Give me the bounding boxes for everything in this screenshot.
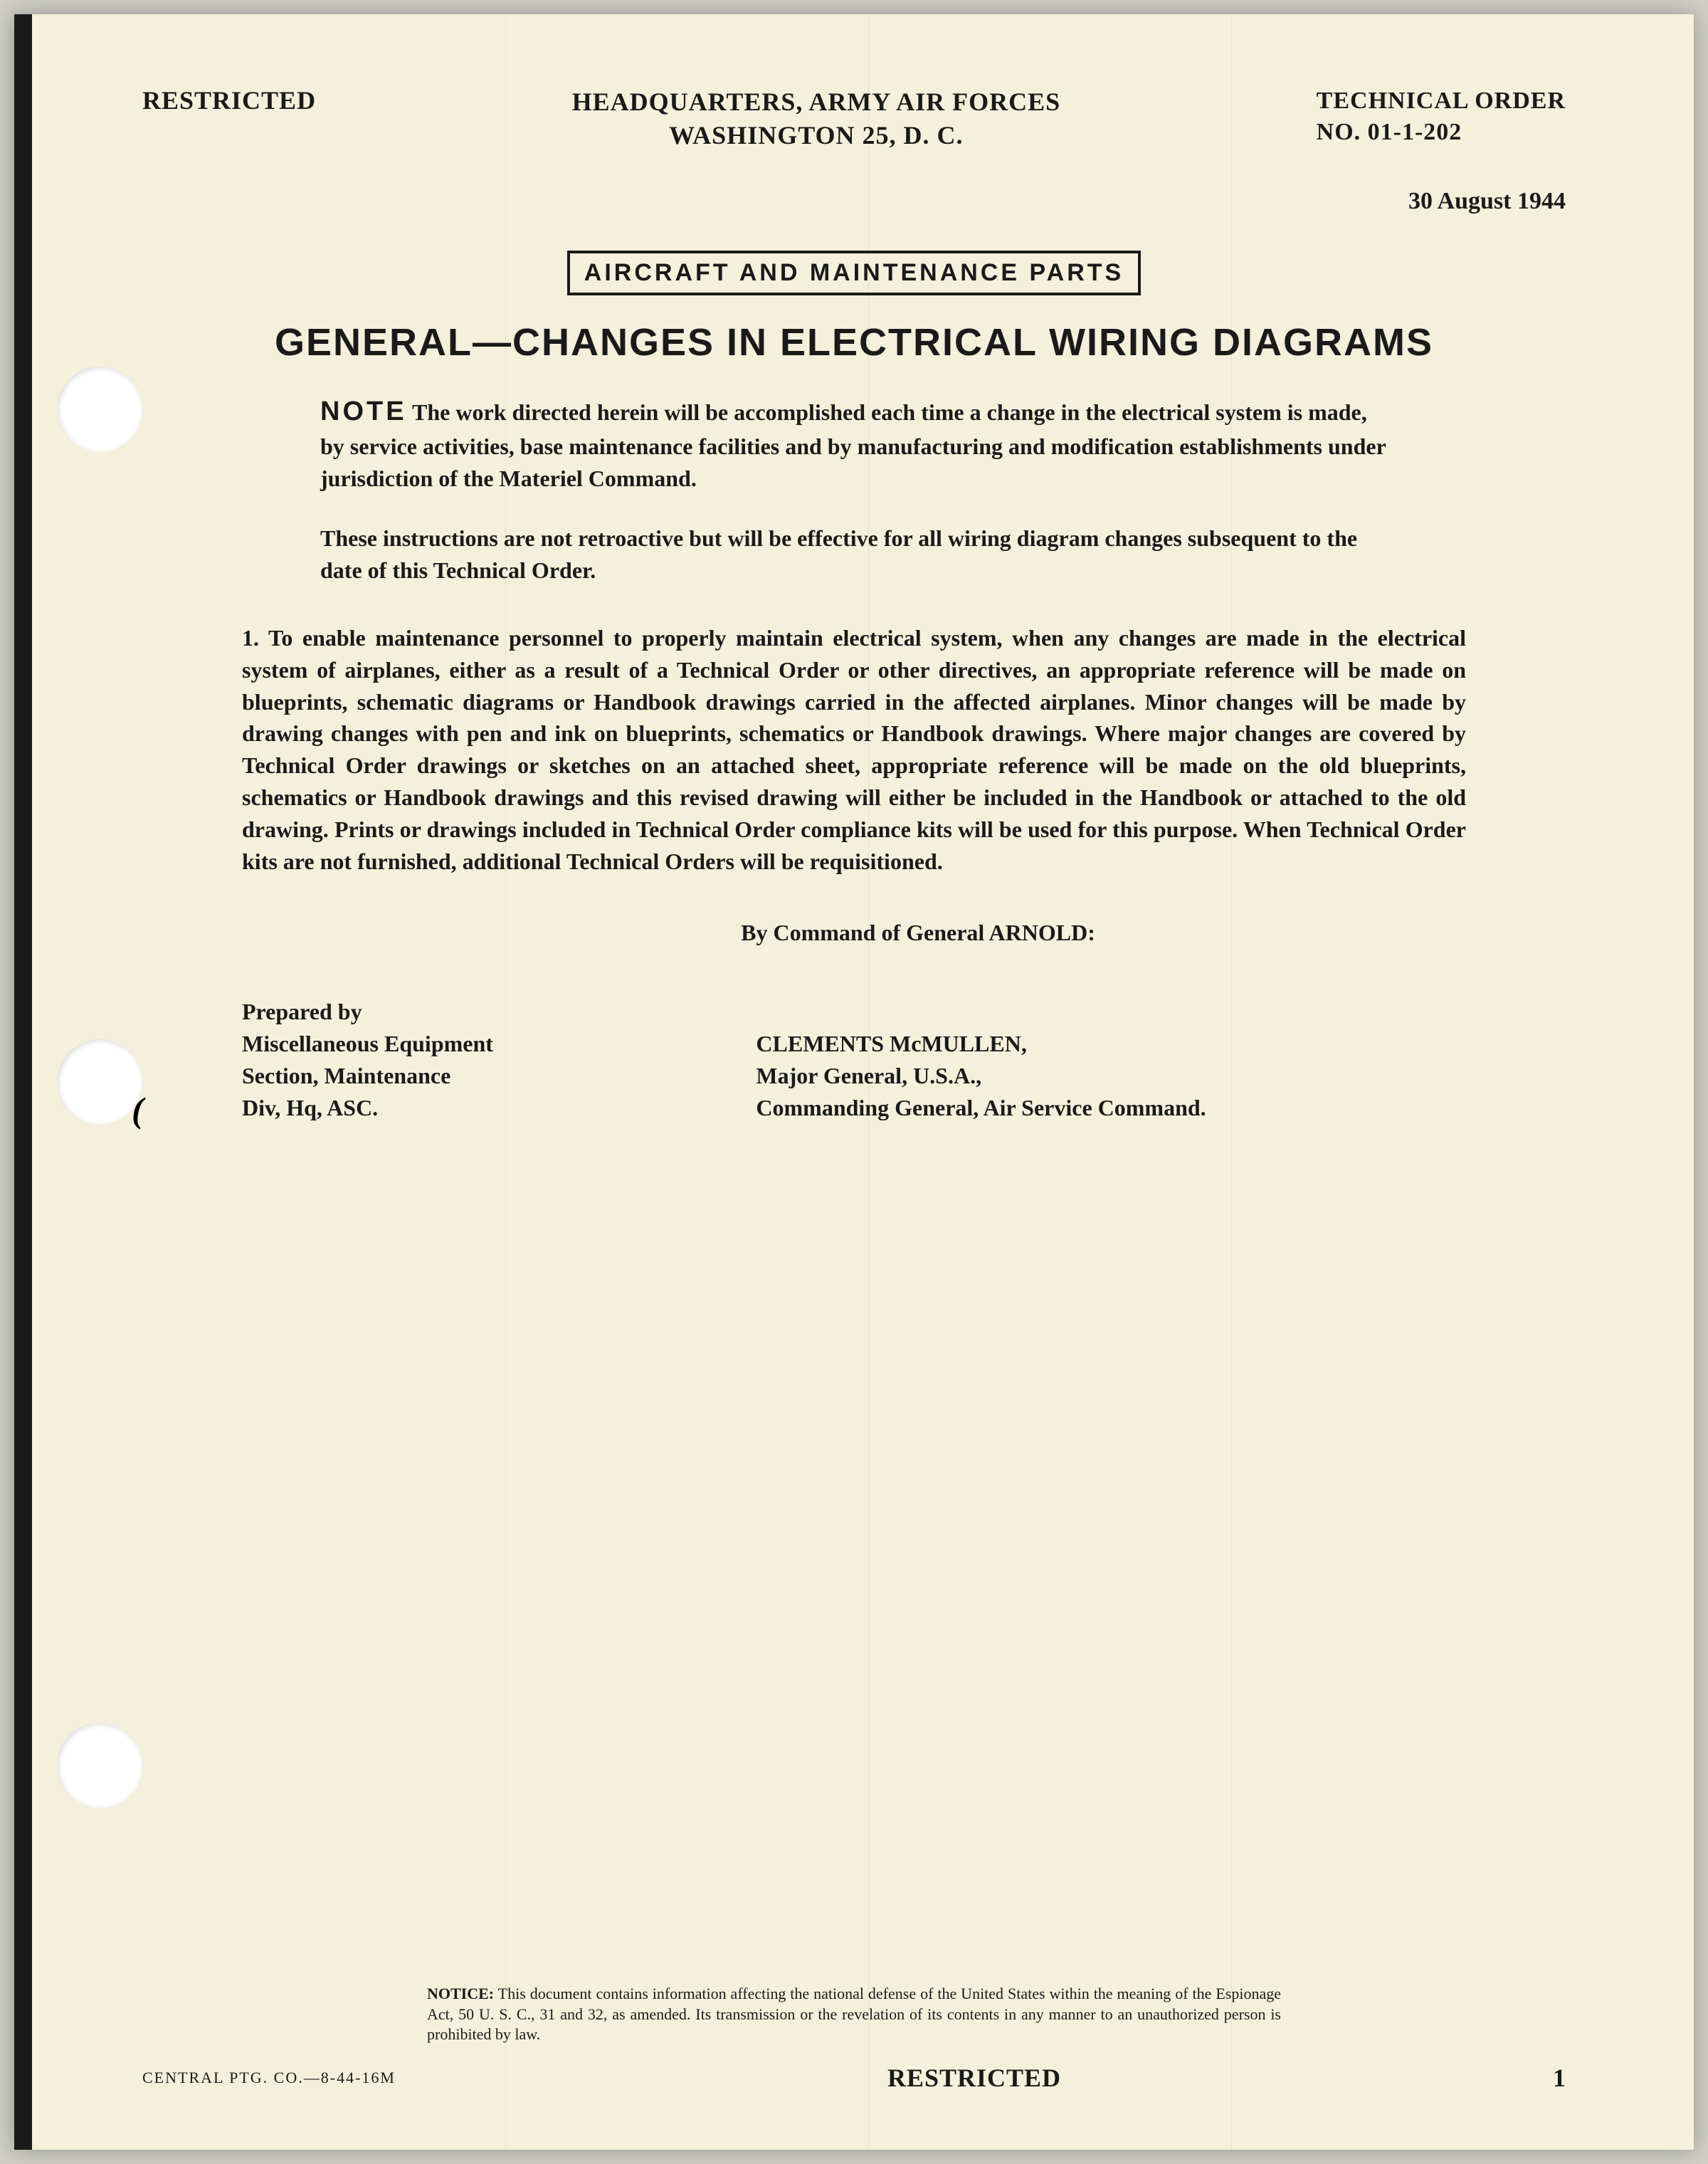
note-block: NOTE The work directed herein will be ac…	[320, 393, 1388, 495]
prepared-line: Div, Hq, ASC.	[242, 1092, 756, 1124]
signer-name: CLEMENTS McMULLEN,	[756, 1028, 1466, 1060]
note-text: The work directed herein will be accompl…	[320, 399, 1386, 491]
category-wrapper: AIRCRAFT AND MAINTENANCE PARTS	[142, 251, 1566, 295]
prepared-line: Prepared by	[242, 996, 756, 1028]
classification-top: RESTRICTED	[142, 85, 316, 115]
technical-order-block: TECHNICAL ORDER NO. 01-1-202	[1317, 85, 1566, 148]
footer-row: CENTRAL PTG. CO.—8-44-16M RESTRICTED 1	[142, 2063, 1566, 2093]
document-page: ( RESTRICTED HEADQUARTERS, ARMY AIR FORC…	[14, 14, 1694, 2150]
printer-info: CENTRAL PTG. CO.—8-44-16M	[142, 2069, 396, 2087]
tech-order-label: TECHNICAL ORDER	[1317, 85, 1566, 117]
sub-note: These instructions are not retroactive b…	[320, 522, 1388, 587]
signer-rank: Major General, U.S.A.,	[756, 1060, 1466, 1092]
headquarters-block: HEADQUARTERS, ARMY AIR FORCES WASHINGTON…	[572, 85, 1060, 152]
signer-title: Commanding General, Air Service Command.	[756, 1092, 1466, 1124]
signer-line	[756, 996, 1466, 1028]
classification-bottom: RESTRICTED	[887, 2063, 1061, 2093]
command-line: By Command of General ARNOLD:	[142, 920, 1566, 946]
note-label: NOTE	[320, 396, 407, 426]
hq-line-1: HEADQUARTERS, ARMY AIR FORCES	[572, 85, 1060, 119]
category-box: AIRCRAFT AND MAINTENANCE PARTS	[567, 251, 1141, 295]
tech-order-number: NO. 01-1-202	[1317, 117, 1566, 148]
document-footer: NOTICE: This document contains informati…	[142, 1984, 1566, 2093]
document-date: 30 August 1944	[142, 188, 1566, 215]
document-header: RESTRICTED HEADQUARTERS, ARMY AIR FORCES…	[142, 85, 1566, 152]
prepared-line: Section, Maintenance	[242, 1060, 756, 1092]
hq-line-2: WASHINGTON 25, D. C.	[572, 119, 1060, 152]
body-paragraph: 1. To enable maintenance personnel to pr…	[242, 622, 1466, 877]
page-number: 1	[1553, 2063, 1566, 2093]
main-title: GENERAL—CHANGES IN ELECTRICAL WIRING DIA…	[142, 320, 1566, 364]
signature-row: Prepared by Miscellaneous Equipment Sect…	[242, 996, 1466, 1123]
notice-text: This document contains information affec…	[427, 1985, 1281, 2043]
security-notice: NOTICE: This document contains informati…	[427, 1984, 1281, 2045]
prepared-by-block: Prepared by Miscellaneous Equipment Sect…	[242, 996, 756, 1123]
signer-block: CLEMENTS McMULLEN, Major General, U.S.A.…	[756, 996, 1466, 1123]
prepared-line: Miscellaneous Equipment	[242, 1028, 756, 1060]
page-content: RESTRICTED HEADQUARTERS, ARMY AIR FORCES…	[14, 14, 1694, 2150]
notice-label: NOTICE:	[427, 1985, 494, 2002]
